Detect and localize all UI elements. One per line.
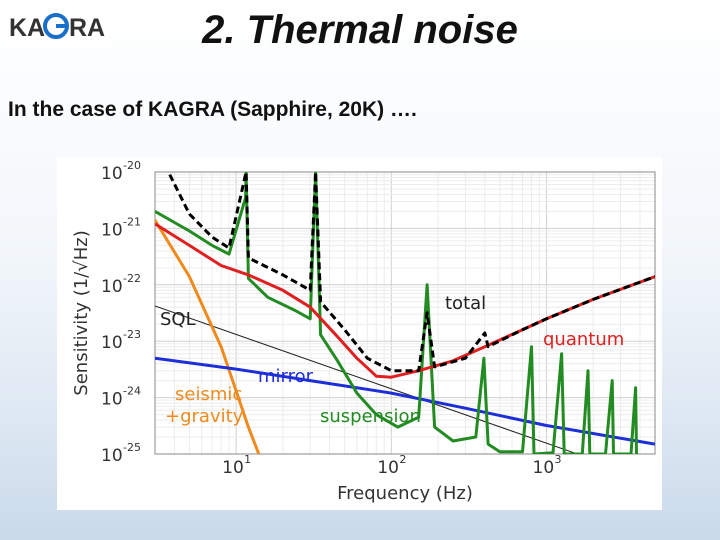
y-tick-exponent: -24 [123,385,141,398]
y-tick-exponent: -23 [123,328,141,341]
label-gravity: +gravity [165,406,244,427]
y-axis-label: Sensitivity (1/√Hz) [71,230,92,395]
y-tick-label: 10 [101,277,123,297]
series-line-sql [155,305,579,454]
y-tick-label: 10 [101,333,123,353]
page-subtitle: In the case of KAGRA (Sapphire, 20K) …. [8,98,417,121]
sensitivity-chart: 10 -20 10 -21 10 -22 10 -23 10 -24 10 -25 10 1 10 2 10 3 … [57,157,662,510]
series-line-mirror [155,356,655,446]
series-line-total [166,172,655,373]
kagra-logo: KA RA [6,6,110,46]
x-tick-exponent: 2 [399,453,406,466]
label-quantum: quantum [543,329,624,350]
x-tick-label: 10 [533,458,555,478]
logo-g-emblem [43,13,69,39]
y-tick-label: 10 [101,446,123,466]
label-seismic: seismic [175,384,242,405]
y-tick-label: 10 [101,164,123,184]
label-total: total [445,293,486,314]
logo-ra: RA [69,14,105,42]
plot-frame [154,171,656,455]
series-line-quantum [155,222,655,379]
y-tick-label: 10 [101,220,123,240]
x-tick-label: 10 [222,458,244,478]
y-tick-exponent: -25 [123,441,141,454]
logo-ka: KA [9,14,45,42]
x-tick-label: 10 [377,458,399,478]
page-title: 2. Thermal noise [202,8,518,52]
series-line-suspension [155,172,638,454]
label-suspension: suspension [320,406,421,427]
x-axis-label: Frequency (Hz) [337,483,473,504]
x-tick-exponent: 1 [244,453,251,466]
y-tick-exponent: -22 [123,272,141,285]
series-line-seismic [155,219,261,454]
y-tick-exponent: -21 [123,215,141,228]
series-group [155,172,655,454]
y-tick-exponent: -20 [123,159,141,172]
y-tick-label: 10 [101,390,123,410]
label-sql: SQL [160,309,196,330]
label-mirror: mirror [258,366,314,387]
x-tick-exponent: 3 [555,453,562,466]
